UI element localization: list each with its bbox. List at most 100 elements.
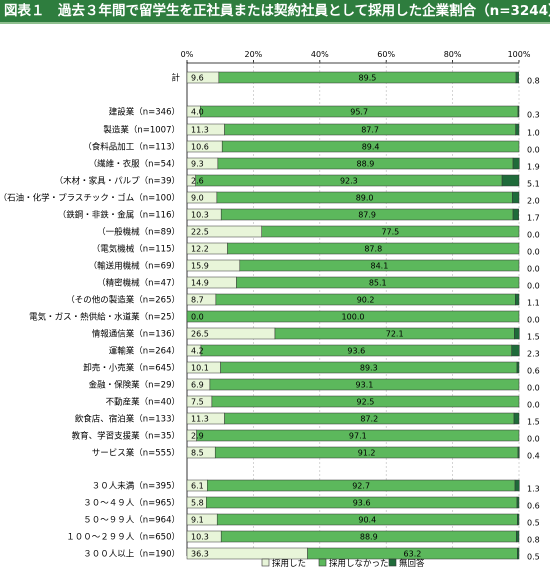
bar-not-hired <box>239 259 520 272</box>
data-label-not-hired: 89.4 <box>362 143 380 152</box>
category-label: 飲食店、宿泊業（n=133） <box>75 414 180 425</box>
category-label: ３０～４９人（n=965） <box>83 498 180 509</box>
bar-no-answer <box>516 530 520 543</box>
category-label: 教育、学習支援業（n=35） <box>72 431 180 442</box>
bar-no-answer <box>511 344 520 357</box>
data-label-not-hired: 97.1 <box>349 432 367 441</box>
data-label-no-answer: 0.8 <box>527 536 540 545</box>
bar-not-hired <box>227 242 520 255</box>
category-label: １００～２９９人（n=650） <box>66 532 180 543</box>
category-label: （その他の製造業（n=265） <box>66 295 180 306</box>
data-label-no-answer: 0.0 <box>527 231 540 240</box>
legend-swatch <box>318 558 327 567</box>
category-label: 不動産業（n=40） <box>106 397 180 408</box>
bar-not-hired <box>196 429 520 442</box>
x-tick-label: 100% <box>508 50 531 59</box>
bar-no-answer <box>501 174 520 187</box>
data-label-hired: 0.0 <box>191 313 204 322</box>
chart-title-bar: 図表１ 過去３年間で留学生を正社員または契約社員として採用した企業割合（n=32… <box>0 0 550 22</box>
data-label-not-hired: 92.7 <box>352 482 370 491</box>
data-label-not-hired: 87.8 <box>364 245 382 254</box>
data-label-hired: 22.5 <box>191 228 209 237</box>
data-label-no-answer: 0.6 <box>527 502 540 511</box>
x-tick-label: 0% <box>181 50 194 59</box>
category-label: 計 <box>171 73 180 84</box>
category-label: （鉄鋼・非鉄・金属（n=116） <box>58 210 180 221</box>
data-label-no-answer: 2.0 <box>527 197 540 206</box>
data-label-hired: 26.5 <box>191 330 209 339</box>
data-label-no-answer: 0.0 <box>527 282 540 291</box>
data-label-no-answer: 0.0 <box>527 401 540 410</box>
data-label-hired: 12.2 <box>191 245 209 254</box>
data-label-not-hired: 72.1 <box>386 330 404 339</box>
bar-no-answer <box>514 327 520 340</box>
x-tick-label: 20% <box>245 50 263 59</box>
x-tick-label: 80% <box>444 50 462 59</box>
data-label-no-answer: 0.5 <box>527 553 540 562</box>
bar-no-answer <box>516 496 520 509</box>
data-label-hired: 11.3 <box>191 415 209 424</box>
data-label-no-answer: 1.5 <box>527 333 540 342</box>
data-label-not-hired: 92.5 <box>357 398 375 407</box>
bar-no-answer <box>517 547 520 560</box>
data-label-not-hired: 88.9 <box>357 160 375 169</box>
x-tick-label: 40% <box>311 50 329 59</box>
data-label-hired: 10.1 <box>191 364 209 373</box>
data-label-no-answer: 0.0 <box>527 435 540 444</box>
legend-label: 採用した <box>272 558 306 569</box>
legend-label: 無回答 <box>399 558 425 569</box>
data-label-no-answer: 1.1 <box>527 299 540 308</box>
data-label-not-hired: 90.4 <box>358 516 376 525</box>
bar-not-hired <box>186 310 520 323</box>
data-label-not-hired: 87.7 <box>361 126 379 135</box>
data-label-no-answer: 0.5 <box>527 519 540 528</box>
data-label-no-answer: 1.7 <box>527 214 540 223</box>
category-label: （石油・化学・プラスチック・ゴム（n=100） <box>0 193 180 204</box>
category-label: （木材・家具・パルプ（n=39） <box>55 176 180 187</box>
data-label-no-answer: 0.8 <box>527 77 540 86</box>
data-label-hired: 10.6 <box>191 143 209 152</box>
bar-not-hired <box>209 378 520 391</box>
data-label-not-hired: 84.1 <box>370 262 388 271</box>
data-label-no-answer: 0.3 <box>527 111 540 120</box>
title-underline <box>0 22 550 24</box>
data-label-no-answer: 0.0 <box>527 265 540 274</box>
data-label-not-hired: 95.7 <box>350 108 368 117</box>
data-label-no-answer: 1.5 <box>527 418 540 427</box>
data-label-hired: 2.6 <box>191 177 204 186</box>
data-label-no-answer: 0.6 <box>527 367 540 376</box>
bar-no-answer <box>513 412 520 425</box>
bar-no-answer <box>512 157 520 170</box>
data-label-no-answer: 1.9 <box>527 163 540 172</box>
category-label: 製造業（n=1007） <box>103 125 180 136</box>
legend-swatch <box>388 558 397 567</box>
category-label: （一般機械（n=89） <box>97 227 180 238</box>
category-label: （繊維・衣服（n=54） <box>89 159 180 170</box>
data-label-not-hired: 90.2 <box>357 296 375 305</box>
data-label-hired: 10.3 <box>191 533 209 542</box>
data-label-not-hired: 100.0 <box>342 313 365 322</box>
bar-no-answer <box>517 446 520 459</box>
data-label-hired: 8.7 <box>191 296 204 305</box>
category-label: 情報通信業（n=136） <box>92 329 180 340</box>
bar-not-hired <box>211 395 520 408</box>
bar-no-answer <box>512 208 519 221</box>
data-label-hired: 15.9 <box>191 262 209 271</box>
data-label-no-answer: 2.3 <box>527 350 540 359</box>
data-label-hired: 6.9 <box>191 381 204 390</box>
data-label-not-hired: 77.5 <box>381 228 399 237</box>
data-label-hired: 9.0 <box>191 194 204 203</box>
category-label: ３０人未満（n=395） <box>92 481 180 492</box>
bar-no-answer <box>515 293 520 306</box>
data-label-no-answer: 0.0 <box>527 316 540 325</box>
data-label-hired: 36.3 <box>191 550 209 559</box>
data-label-not-hired: 87.2 <box>360 415 378 424</box>
bar-not-hired <box>261 225 520 238</box>
bar-no-answer <box>515 71 519 84</box>
bar-no-answer <box>517 105 520 118</box>
category-label: 運輸業（n=264） <box>109 346 180 357</box>
data-label-hired: 5.8 <box>191 499 204 508</box>
data-label-no-answer: 0.0 <box>527 146 540 155</box>
bar-not-hired <box>236 276 520 289</box>
